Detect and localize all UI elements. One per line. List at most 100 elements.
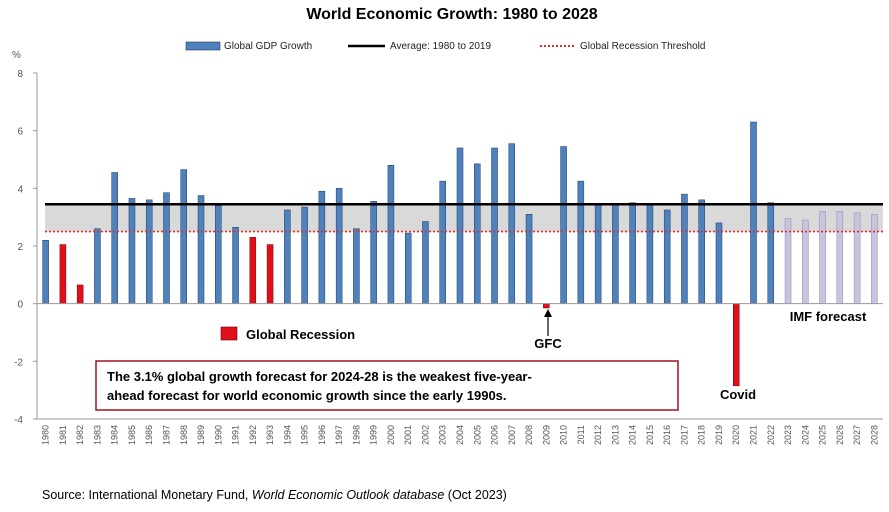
x-tick-label: 1992: [248, 425, 258, 445]
bar-2009: [543, 303, 550, 309]
bar-2028: [871, 214, 878, 304]
y-tick-label: 8: [17, 69, 23, 80]
x-tick-label: 1996: [317, 425, 327, 445]
x-tick-label: 2016: [662, 425, 672, 445]
source-database: World Economic Outlook database: [252, 488, 445, 502]
x-tick-label: 2023: [783, 425, 793, 445]
x-tick-label: 2009: [541, 425, 551, 445]
bar-2010: [560, 146, 567, 304]
x-tick-label: 2008: [524, 425, 534, 445]
bar-2020: [732, 303, 740, 387]
bar-2018: [698, 199, 705, 304]
bar-1985: [128, 198, 136, 304]
x-tick-label: 2013: [610, 425, 620, 445]
x-tick-label: 2021: [749, 425, 759, 445]
x-tick-label: 1983: [92, 425, 102, 445]
x-tick-label: 2025: [818, 425, 828, 445]
recession-legend: Global Recession: [220, 326, 355, 342]
x-tick-label: 2005: [472, 425, 482, 445]
bar-1995: [301, 206, 308, 304]
x-tick-label: 1984: [110, 425, 120, 445]
reference-lines: [45, 202, 883, 233]
x-tick-label: 2015: [645, 425, 655, 445]
bar-1987: [163, 192, 170, 304]
bar-2004: [456, 147, 464, 304]
bar-2011: [577, 180, 585, 304]
average-band-rect: [45, 204, 883, 232]
x-tick-label: 2017: [679, 425, 689, 445]
bar-1989: [197, 195, 205, 304]
bar-1998: [353, 228, 360, 304]
bar-1997: [335, 188, 343, 304]
bar-2025: [819, 211, 826, 304]
bar-1984: [111, 172, 118, 304]
x-tick-label: 2003: [438, 425, 448, 445]
bar-1992: [249, 237, 257, 304]
bar-2019: [715, 222, 723, 304]
average-band: [45, 204, 883, 232]
imf-forecast-label: IMF forecast: [790, 309, 867, 324]
bar-2026: [836, 211, 844, 304]
bar-2006: [491, 147, 498, 304]
x-tick-label: 2028: [869, 425, 879, 445]
y-axis-unit: %: [12, 50, 21, 61]
x-tick-label: 2002: [420, 425, 430, 445]
y-tick-label: 0: [17, 300, 23, 311]
x-tick-label: 1997: [334, 425, 344, 445]
gfc-arrow-head: [544, 309, 552, 317]
x-tick-label: 2024: [800, 425, 810, 445]
bar-2013: [612, 203, 619, 304]
x-tick-label: 1990: [213, 425, 223, 445]
bar-2021: [750, 121, 757, 304]
callout-box: The 3.1% global growth forecast for 2024…: [95, 360, 679, 411]
callout-line-1: The 3.1% global growth forecast for 2024…: [107, 369, 532, 384]
bar-2012: [594, 203, 602, 304]
x-tick-label: 1985: [127, 425, 137, 445]
bar-2001: [404, 232, 412, 304]
x-tick-label: 1993: [265, 425, 275, 445]
bar-2024: [802, 219, 809, 304]
y-tick-label: 2: [17, 242, 23, 253]
recession-legend-swatch: [220, 326, 238, 341]
bar-1993: [266, 244, 274, 304]
x-axis: 1980 1981 1982 1983 1984 1985 1986 1987 1988 1989…: [37, 303, 883, 445]
bar-2015: [646, 203, 654, 304]
x-tick-label: 1982: [75, 425, 85, 445]
x-tick-label: 2001: [403, 425, 413, 445]
bar-2014: [629, 202, 636, 304]
bar-1986: [145, 199, 153, 304]
bar-2005: [474, 163, 481, 304]
source-suffix: (Oct 2023): [444, 488, 507, 502]
x-tick-label: 2022: [766, 425, 776, 445]
bar-1999: [370, 201, 377, 304]
x-tick-label: 2020: [731, 425, 741, 445]
x-tick-label: 2000: [386, 425, 396, 445]
bar-2007: [508, 143, 516, 304]
callout-line-2: ahead forecast for world economic growth…: [107, 388, 507, 403]
bar-2000: [387, 165, 395, 304]
recession-legend-label: Global Recession: [246, 327, 355, 342]
bar-1980: [42, 239, 49, 304]
bar-1994: [284, 209, 291, 304]
x-tick-label: 2010: [559, 425, 569, 445]
gfc-annotation: GFC: [534, 309, 562, 351]
bar-2003: [439, 180, 446, 304]
x-tick-label: 1994: [282, 425, 292, 445]
bar-1981: [59, 244, 67, 304]
bar-1982: [76, 284, 84, 304]
callout-border: [95, 360, 679, 411]
bar-2008: [525, 214, 533, 304]
x-tick-label: 2012: [593, 425, 603, 445]
x-tick-label: 1987: [161, 425, 171, 445]
x-tick-label: 2027: [852, 425, 862, 445]
y-tick-label: 4: [17, 184, 23, 195]
legend: Global GDP Growth Average: 1980 to 2019 …: [185, 41, 705, 52]
x-tick-label: 2006: [490, 425, 500, 445]
legend-label-average: Average: 1980 to 2019: [390, 41, 491, 52]
legend-label-gdp: Global GDP Growth: [224, 41, 312, 52]
x-tick-label: 1999: [369, 425, 379, 445]
x-tick-label: 1980: [41, 425, 51, 445]
x-tick-label: 2011: [576, 425, 586, 444]
source-prefix: Source: International Monetary Fund,: [42, 488, 252, 502]
